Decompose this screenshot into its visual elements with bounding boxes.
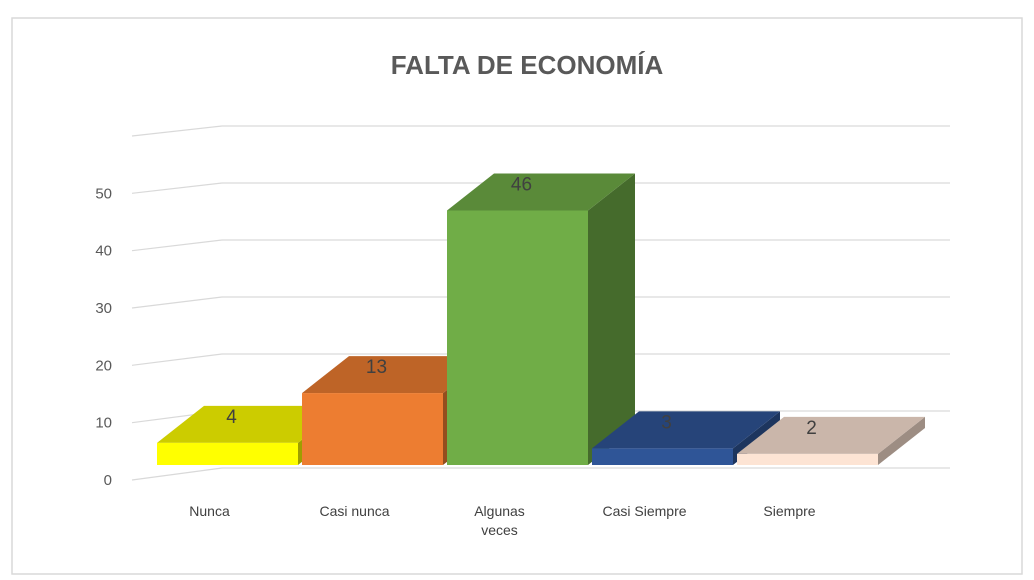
- grid-line: [131, 353, 223, 366]
- bar-side: [588, 173, 635, 466]
- chart-title: FALTA DE ECONOMÍA: [391, 50, 664, 80]
- bar-side: [878, 416, 925, 465]
- bar: [737, 453, 878, 465]
- x-tick-label: Casi nunca: [319, 503, 390, 519]
- y-tick-label: 0: [104, 472, 112, 489]
- y-tick-label: 50: [95, 185, 112, 202]
- data-label: 3: [661, 412, 672, 433]
- y-tick-label: 10: [95, 415, 112, 432]
- bar-top: [737, 416, 925, 454]
- y-tick-label: 30: [95, 300, 112, 317]
- bar-top: [157, 405, 345, 443]
- grid-line: [131, 296, 223, 309]
- bar-top: [592, 411, 780, 449]
- y-tick-label: 40: [95, 243, 112, 260]
- x-tick-label: Casi Siempre: [602, 503, 687, 519]
- data-label: 2: [806, 418, 817, 439]
- grid-line: [131, 182, 223, 194]
- bar: [592, 448, 733, 465]
- x-tick-label: Siempre: [763, 503, 816, 519]
- x-tick-label: Algunas veces: [474, 503, 525, 538]
- bar-top: [302, 356, 490, 394]
- data-label: 46: [511, 175, 532, 196]
- bar: [447, 210, 588, 465]
- bar-top: [447, 173, 635, 211]
- data-label: 4: [226, 407, 237, 428]
- grid-line: [131, 467, 223, 481]
- bar: [157, 442, 298, 465]
- y-tick-label: 20: [95, 357, 112, 374]
- x-tick-label: Nunca: [189, 503, 230, 519]
- grid-line: [131, 125, 223, 137]
- bar: [302, 393, 443, 465]
- grid-line: [131, 239, 223, 252]
- data-label: 13: [366, 357, 387, 378]
